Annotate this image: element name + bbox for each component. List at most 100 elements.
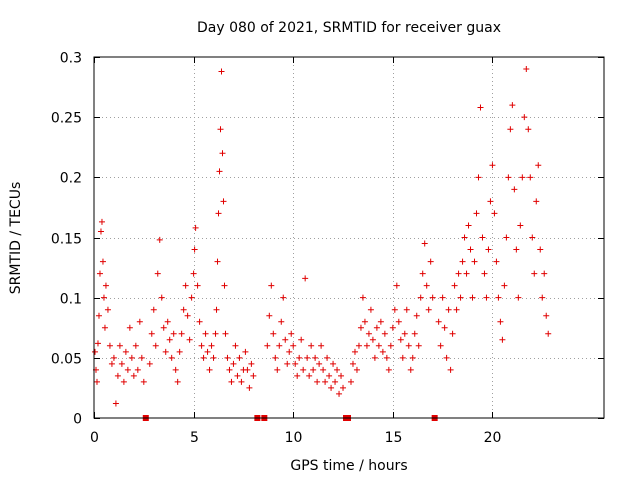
data-points bbox=[91, 66, 552, 407]
data-point bbox=[140, 378, 147, 385]
data-point bbox=[196, 318, 203, 325]
data-point bbox=[391, 306, 398, 313]
data-point bbox=[463, 270, 470, 277]
data-point bbox=[250, 372, 257, 379]
data-point bbox=[122, 348, 129, 355]
data-point bbox=[280, 294, 287, 301]
data-point bbox=[405, 342, 412, 349]
data-point bbox=[509, 102, 516, 109]
y-axis-label: SRMTID / TECUs bbox=[8, 182, 24, 295]
data-point bbox=[421, 240, 428, 247]
data-point bbox=[527, 174, 534, 181]
data-point bbox=[395, 318, 402, 325]
data-point bbox=[393, 282, 400, 289]
plot-frame bbox=[93, 56, 605, 419]
data-point bbox=[359, 294, 366, 301]
data-point bbox=[182, 282, 189, 289]
data-point bbox=[423, 282, 430, 289]
data-point bbox=[98, 218, 105, 225]
data-point bbox=[517, 222, 524, 229]
data-point bbox=[292, 360, 299, 367]
data-point bbox=[114, 372, 121, 379]
data-point bbox=[401, 330, 408, 337]
data-point bbox=[411, 330, 418, 337]
y-tick-label: 0.05 bbox=[51, 352, 82, 368]
data-point bbox=[218, 68, 225, 75]
data-point bbox=[238, 378, 245, 385]
data-point bbox=[130, 372, 137, 379]
data-point bbox=[191, 246, 198, 253]
data-point bbox=[459, 258, 466, 265]
data-point bbox=[124, 366, 131, 373]
data-point bbox=[204, 348, 211, 355]
data-point bbox=[535, 162, 542, 169]
data-point bbox=[373, 324, 380, 331]
data-point bbox=[264, 342, 271, 349]
x-tick-label: 5 bbox=[190, 430, 199, 446]
data-point bbox=[507, 126, 514, 133]
data-point bbox=[136, 318, 143, 325]
data-point bbox=[399, 354, 406, 361]
data-point bbox=[409, 354, 416, 361]
data-point bbox=[326, 372, 333, 379]
data-point bbox=[138, 354, 145, 361]
data-point bbox=[217, 126, 224, 133]
data-point bbox=[164, 318, 171, 325]
data-point bbox=[150, 306, 157, 313]
data-point bbox=[99, 258, 106, 265]
data-point bbox=[415, 342, 422, 349]
data-point bbox=[188, 294, 195, 301]
x-tick-label: 20 bbox=[484, 430, 502, 446]
data-point bbox=[505, 174, 512, 181]
data-point bbox=[148, 330, 155, 337]
data-point bbox=[134, 366, 141, 373]
data-point bbox=[367, 306, 374, 313]
data-point bbox=[274, 366, 281, 373]
axis-ticks bbox=[94, 57, 604, 419]
data-point bbox=[519, 174, 526, 181]
y-tick-label: 0.15 bbox=[51, 232, 82, 248]
data-point bbox=[206, 366, 213, 373]
y-tick-label: 0 bbox=[73, 412, 82, 428]
data-point bbox=[154, 270, 161, 277]
data-point bbox=[290, 342, 297, 349]
data-point bbox=[455, 270, 462, 277]
data-point bbox=[244, 366, 251, 373]
y-tick-label: 0.2 bbox=[60, 171, 82, 187]
data-point bbox=[477, 104, 484, 111]
data-point bbox=[443, 354, 450, 361]
data-point bbox=[97, 228, 104, 235]
data-point bbox=[236, 354, 243, 361]
data-point bbox=[316, 360, 323, 367]
data-point bbox=[170, 330, 177, 337]
data-point bbox=[369, 336, 376, 343]
data-point bbox=[220, 198, 227, 205]
data-point bbox=[174, 378, 181, 385]
data-point bbox=[435, 318, 442, 325]
data-point bbox=[491, 210, 498, 217]
data-point bbox=[266, 312, 273, 319]
data-point bbox=[108, 360, 115, 367]
data-point bbox=[194, 282, 201, 289]
data-point bbox=[272, 354, 279, 361]
data-point bbox=[525, 126, 532, 133]
data-point bbox=[511, 186, 518, 193]
data-point bbox=[110, 354, 117, 361]
data-point bbox=[278, 318, 285, 325]
data-point bbox=[471, 258, 478, 265]
data-point bbox=[226, 366, 233, 373]
data-point bbox=[377, 318, 384, 325]
data-point bbox=[276, 342, 283, 349]
data-point bbox=[447, 366, 454, 373]
data-point bbox=[308, 342, 315, 349]
data-point bbox=[93, 378, 100, 385]
x-tick-label: 0 bbox=[90, 430, 99, 446]
data-point bbox=[176, 348, 183, 355]
data-point bbox=[208, 342, 215, 349]
data-point bbox=[300, 366, 307, 373]
data-point bbox=[282, 336, 289, 343]
data-point bbox=[539, 294, 546, 301]
data-point bbox=[334, 366, 341, 373]
data-point bbox=[210, 354, 217, 361]
data-point bbox=[232, 342, 239, 349]
